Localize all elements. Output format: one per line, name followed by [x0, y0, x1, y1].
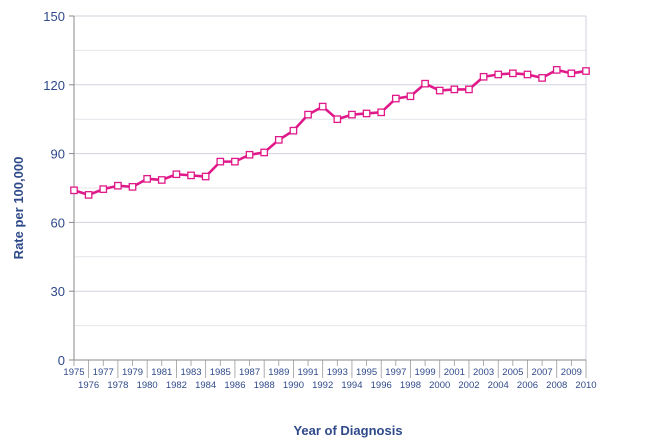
data-point — [172, 170, 181, 179]
x-tick-label: 1988 — [254, 380, 275, 391]
data-point — [509, 69, 517, 78]
x-tick-label: 1991 — [297, 367, 318, 378]
y-tick-label: 150 — [43, 9, 65, 24]
x-tick-label: 1986 — [224, 380, 245, 391]
x-tick-label: 1978 — [107, 380, 128, 391]
x-axis-title: Year of Diagnosis — [293, 423, 402, 438]
x-tick-label: 1984 — [195, 380, 216, 391]
y-tick-label: 90 — [51, 147, 65, 162]
x-tick-label: 1993 — [327, 367, 348, 378]
x-tick-label: 1994 — [341, 380, 362, 391]
data-point — [157, 176, 166, 184]
x-tick-label: 1985 — [210, 367, 231, 378]
data-point — [362, 109, 371, 118]
x-tick-label: 1989 — [268, 367, 289, 378]
data-point — [231, 157, 239, 166]
x-tick-label: 2002 — [458, 380, 479, 391]
series-group — [70, 66, 590, 199]
axes — [69, 15, 587, 378]
x-tick-label: 1996 — [371, 380, 392, 391]
y-tick-label: 30 — [51, 284, 65, 299]
x-tick-label: 2010 — [575, 380, 596, 391]
y-axis-title: Rate per 100,000 — [11, 157, 26, 260]
data-point — [348, 110, 356, 119]
data-point — [421, 79, 429, 88]
data-point — [435, 86, 444, 95]
x-tick-label: 2001 — [444, 367, 465, 378]
data-point — [216, 157, 225, 166]
data-point — [567, 69, 576, 78]
x-tick-label: 1979 — [122, 367, 143, 378]
x-tick-label: 1990 — [283, 380, 304, 391]
data-point — [538, 74, 546, 82]
x-tick-label: 2005 — [502, 367, 523, 378]
y-tick-label: 60 — [51, 215, 65, 230]
x-tick-label: 1999 — [415, 367, 436, 378]
x-tick-label: 2008 — [546, 380, 567, 391]
data-point — [406, 92, 415, 101]
y-tick-label: 0 — [58, 353, 65, 368]
data-point — [552, 66, 561, 74]
x-tick-label: 2007 — [532, 367, 553, 378]
x-tick-label: 2003 — [473, 367, 494, 378]
data-point — [377, 108, 386, 117]
x-tick-labels: 1975 1976 1977 1978 1979 1980 1981 1982 1983 1984… — [63, 367, 596, 391]
data-point — [245, 150, 254, 159]
x-tick-label: 1982 — [166, 380, 187, 391]
x-tick-label: 1977 — [93, 367, 114, 378]
x-tick-label: 2004 — [488, 380, 509, 391]
data-point — [274, 135, 283, 144]
x-tick-label: 1997 — [385, 367, 406, 378]
data-point — [187, 171, 195, 180]
data-point — [523, 70, 532, 79]
x-tick-label: 1987 — [239, 367, 260, 378]
data-point — [465, 85, 473, 94]
data-point — [70, 186, 78, 195]
x-tick-label: 1981 — [151, 367, 172, 378]
data-point — [582, 67, 590, 75]
data-point — [99, 185, 108, 193]
x-tick-label: 2000 — [429, 380, 450, 391]
gridlines — [74, 15, 586, 327]
x-tick-label: 1983 — [180, 367, 201, 378]
data-point — [143, 174, 151, 183]
data-point — [128, 183, 137, 191]
y-tick-labels: 0 30 60 90 120 150 — [43, 9, 65, 368]
x-tick-label: 1980 — [137, 380, 158, 391]
x-tick-label: 1975 — [63, 367, 84, 378]
data-point — [304, 110, 312, 119]
data-point — [479, 72, 488, 81]
data-point — [260, 148, 269, 157]
x-tick-label: 1976 — [78, 380, 99, 391]
x-tick-label: 2009 — [561, 367, 582, 378]
data-point — [333, 115, 342, 124]
data-point — [201, 172, 210, 181]
x-tick-label: 1992 — [312, 380, 333, 391]
data-point — [391, 94, 400, 103]
data-point — [114, 181, 122, 190]
x-tick-label: 1998 — [400, 380, 421, 391]
data-point — [84, 191, 93, 199]
x-tick-label: 2006 — [517, 380, 538, 391]
data-point — [494, 70, 503, 79]
data-point — [318, 102, 327, 111]
x-tick-label: 1995 — [356, 367, 377, 378]
data-point — [450, 85, 459, 94]
data-point — [289, 126, 298, 135]
y-tick-label: 120 — [43, 78, 65, 93]
